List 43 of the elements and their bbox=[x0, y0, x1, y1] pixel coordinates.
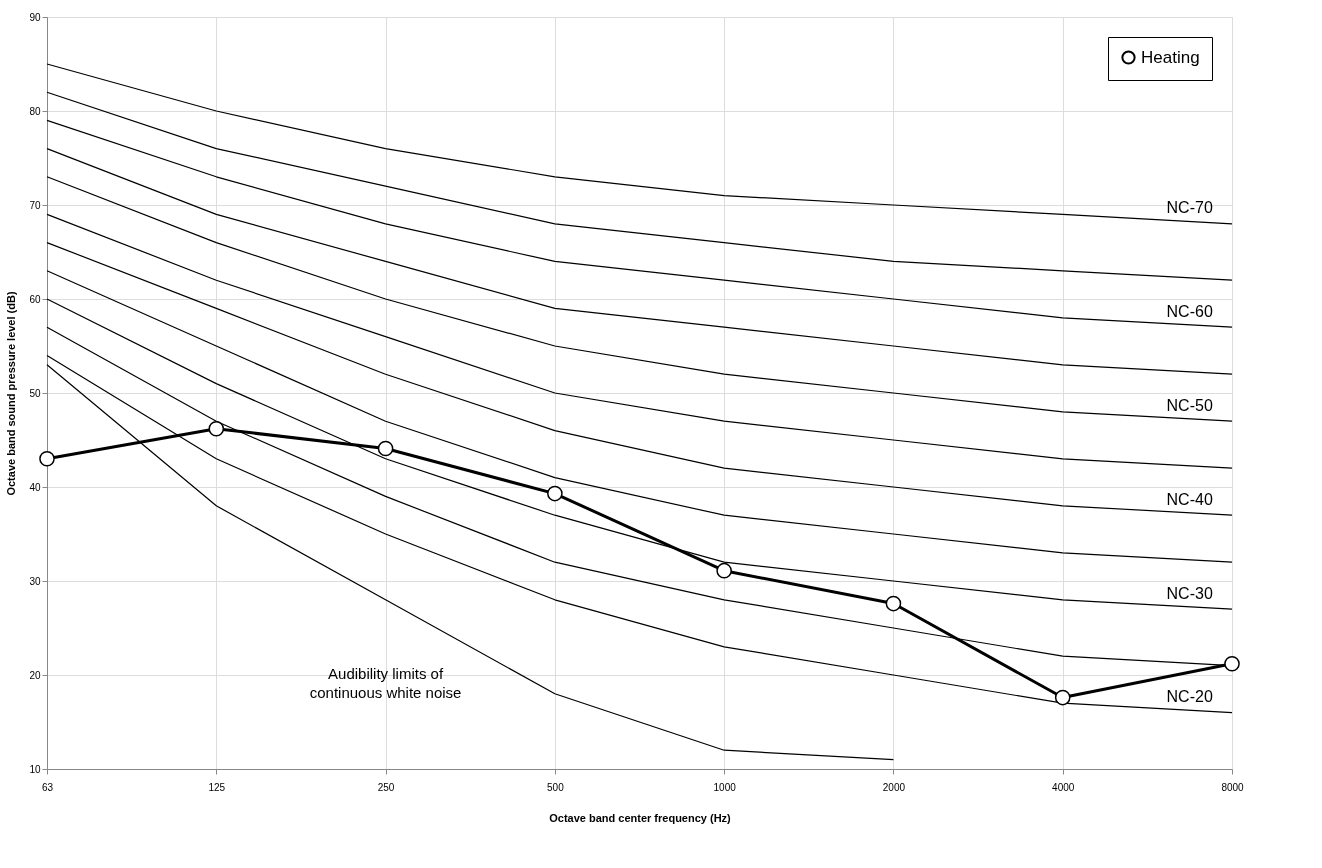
point bbox=[1054, 689, 1071, 706]
y-tick-label: 90 bbox=[29, 11, 41, 23]
point bbox=[208, 420, 225, 437]
point bbox=[547, 485, 563, 502]
x-tick-label: 8000 bbox=[1221, 781, 1245, 793]
line-series bbox=[46, 242, 1233, 516]
point bbox=[885, 595, 902, 612]
x-tick-label: 500 bbox=[547, 781, 565, 793]
y-tick-label: 70 bbox=[29, 199, 41, 211]
y-tick-label: 60 bbox=[29, 293, 41, 305]
series-label: NC-60 bbox=[1166, 302, 1213, 320]
y-tick-label: 30 bbox=[29, 575, 41, 587]
line-series bbox=[46, 270, 1233, 563]
point bbox=[1224, 655, 1240, 672]
y-axis-title: Octave band sound pressure level (dB) bbox=[5, 291, 18, 496]
x-tick-label: 2000 bbox=[882, 781, 906, 793]
series-label: NC-70 bbox=[1166, 199, 1213, 217]
y-tick-label: 20 bbox=[29, 669, 41, 681]
point bbox=[377, 440, 394, 457]
series-label: NC-40 bbox=[1166, 490, 1213, 508]
x-tick-label: 4000 bbox=[1052, 781, 1075, 793]
series-label: NC-20 bbox=[1166, 688, 1213, 706]
y-tick-label: 40 bbox=[29, 481, 41, 493]
point bbox=[39, 450, 55, 467]
series-label: NC-30 bbox=[1166, 584, 1213, 602]
line-series bbox=[46, 354, 1233, 714]
point bbox=[716, 562, 732, 579]
y-tick-label: 10 bbox=[29, 763, 41, 775]
y-tick-label: 50 bbox=[29, 387, 41, 399]
legend-label: Heating bbox=[1141, 47, 1200, 67]
series-label: NC-50 bbox=[1166, 396, 1213, 414]
x-tick-label: 125 bbox=[208, 781, 226, 793]
x-tick-label: 1000 bbox=[713, 781, 737, 793]
x-axis-title: Octave band center frequency (Hz) bbox=[549, 811, 732, 824]
x-tick-label: 63 bbox=[41, 781, 54, 793]
line-series bbox=[46, 176, 1233, 422]
x-tick-label: 250 bbox=[377, 781, 395, 793]
y-tick-label: 80 bbox=[29, 105, 41, 117]
line-series bbox=[46, 148, 1233, 375]
line-series bbox=[46, 213, 1233, 469]
line-series bbox=[46, 91, 1233, 281]
line-series bbox=[46, 119, 1233, 328]
annotation: Audibility limits of continuous white noise bbox=[309, 665, 462, 701]
